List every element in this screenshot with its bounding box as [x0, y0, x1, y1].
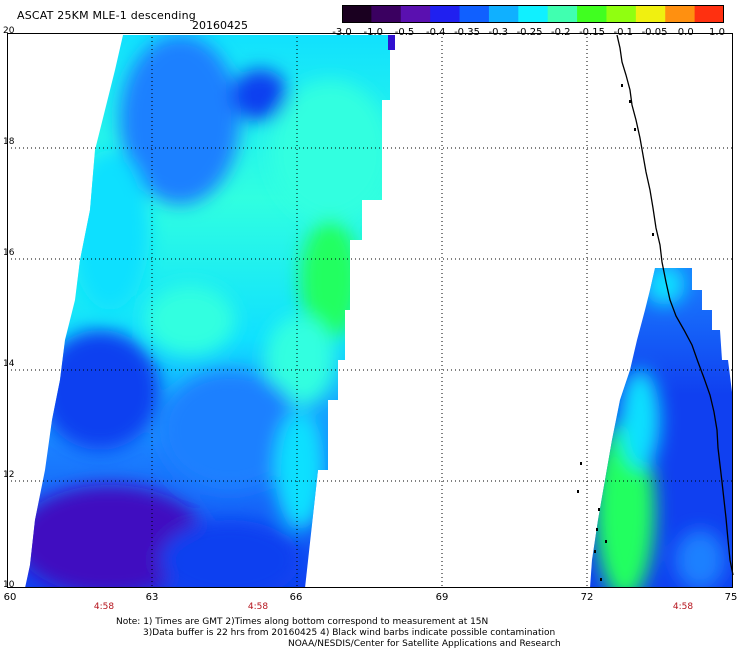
colorbar-tick-label: -0.25 [516, 27, 543, 38]
product-date: 20160425 [192, 19, 248, 32]
product-title: ASCAT 25KM MLE-1 descending [17, 9, 196, 22]
colorbar-swatch [430, 5, 461, 23]
colorbar-tick-label: -0.1 [613, 27, 634, 38]
lon-label-69: 69 [435, 592, 449, 603]
lon-label-63: 63 [145, 592, 159, 603]
lon-label-60: 60 [3, 592, 17, 603]
lat-label-14: 14 [3, 359, 15, 369]
colorbar-tick-label: 0.0 [677, 27, 694, 38]
colorbar-tick-label: -3.0 [332, 27, 352, 38]
colorbar-tick-label: -0.3 [488, 27, 509, 38]
colorbar-tick-label: -0.35 [454, 27, 480, 38]
colorbar-tick-label: -0.4 [425, 27, 446, 38]
colorbar-tick-label: -0.5 [394, 27, 415, 38]
footnote-line-1: Note: 1) Times are GMT 2)Times along bot… [116, 617, 489, 627]
swath-east [590, 268, 733, 588]
colorbar-swatch [342, 5, 372, 23]
pass-time-label: 4:58 [247, 602, 269, 612]
lon-label-66: 66 [289, 592, 303, 603]
colorbar-swatch [665, 5, 696, 23]
colorbar-tick-label: -0.05 [641, 27, 668, 38]
colorbar-swatch [488, 5, 519, 23]
pass-time-label: 4:58 [672, 602, 694, 612]
colorbar-tick-label: -0.15 [579, 27, 605, 38]
graticule [7, 33, 733, 588]
swath-west [25, 35, 395, 588]
colorbar-swatch [635, 5, 666, 23]
lat-label-20: 20 [3, 26, 15, 36]
lon-label-72: 72 [580, 592, 594, 603]
colorbar-swatch [459, 5, 490, 23]
lat-label-16: 16 [3, 248, 15, 258]
colorbar-tick-label: -0.2 [550, 27, 571, 38]
colorbar-swatch [371, 5, 402, 23]
colorbar-swatch [547, 5, 578, 23]
colorbar-swatch [400, 5, 431, 23]
colorbar-tick-label: -1.0 [363, 27, 384, 38]
islands [577, 84, 654, 581]
lat-label-12: 12 [3, 470, 15, 480]
coastline [616, 34, 734, 576]
lat-label-10: 10 [3, 580, 15, 590]
colorbar-swatch [606, 5, 637, 23]
footnote-line-2: 3)Data buffer is 22 hrs from 20160425 4)… [143, 628, 556, 638]
lat-label-18: 18 [3, 137, 15, 147]
colorbar-swatch [577, 5, 608, 23]
pass-time-label: 4:58 [93, 602, 115, 612]
lon-label-75: 75 [724, 592, 738, 603]
colorbar-tick-label: 1.0 [709, 27, 725, 38]
footnote-credit: NOAA/NESDIS/Center for Satellite Applica… [288, 639, 561, 649]
plot-frame [7, 33, 733, 588]
colorbar-border [342, 5, 724, 23]
colorbar [342, 5, 724, 23]
colorbar-swatch [694, 5, 724, 23]
colorbar-swatch [518, 5, 549, 23]
